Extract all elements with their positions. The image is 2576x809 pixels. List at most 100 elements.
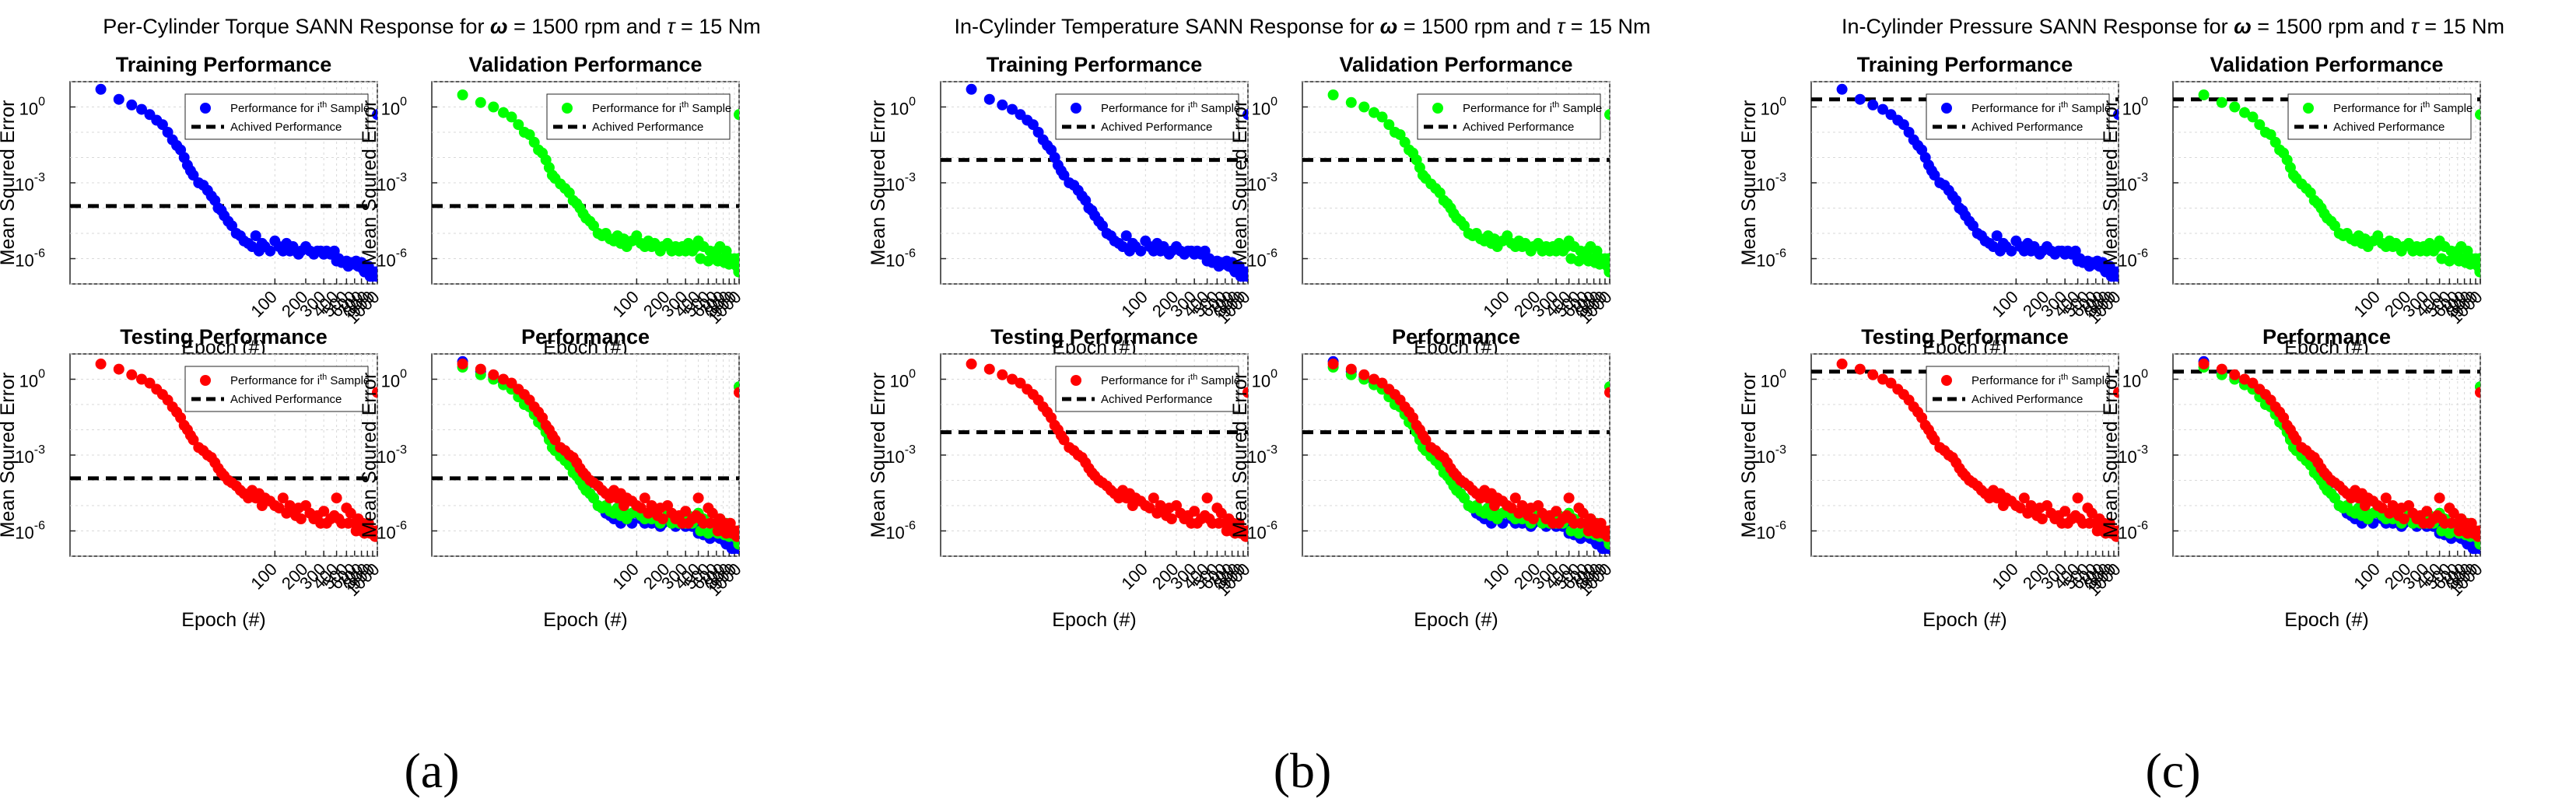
panel-b-title-omega-value: = 1500 rpm and	[1397, 15, 1557, 38]
panel-b-sub1-training-point	[997, 99, 1008, 110]
panel-c-sub3-testing-point	[2072, 492, 2084, 504]
panel-b-sub4-subplot-title: Performance	[1392, 325, 1520, 348]
panel-b-sub4-axes: 100200300400500600700800900100010010-310…	[1229, 325, 1616, 631]
panel-a-sub2-validation-point	[506, 111, 517, 123]
panel-a-sub4-testing-point	[498, 373, 509, 385]
panel-a-sub3-y-axis-label: Mean Squred Error	[0, 373, 19, 538]
panel-b-sub4-testing-point	[1358, 369, 1370, 380]
panel-a-sub1-xtick-label: 100	[247, 287, 281, 321]
panel-b-sub4-testing-point	[1327, 358, 1339, 369]
panel-a-sub4-axes: 100200300400500600700800900100010010-310…	[359, 325, 745, 631]
panel-c-sub2-legend-achieved-label: Achived Performance	[2333, 121, 2445, 134]
panel-b-sub4-y-axis-label: Mean Squred Error	[1229, 373, 1251, 538]
panel-c-sub4-y-axis-label: Mean Squred Error	[2100, 373, 2122, 538]
panel-b-sub1-legend-achieved-label: Achived Performance	[1101, 121, 1212, 134]
panel-c-sub4-testing-point	[2216, 363, 2227, 375]
panel-a-sub3-legend-box	[184, 366, 369, 412]
panel-a-sub4-testing-point	[680, 506, 692, 517]
panel-b-sub3-x-axis-label: Epoch (#)	[1052, 609, 1136, 631]
panel-b-sub2-validation-point	[1604, 109, 1610, 121]
panel-a-sub2-validation-point	[732, 253, 739, 264]
panel-b-sub3-subplot-title: Testing Performance	[990, 325, 1198, 348]
panel-a-sub1-legend-prefix: Performance for i	[230, 102, 320, 115]
panel-b-sub1-legend-sup: th	[1190, 100, 1197, 110]
panel-c-sub2-validation-point	[2474, 266, 2480, 278]
panel-c-sub3-ytick-exp: -3	[1775, 443, 1786, 457]
panel-a-sub3-axes: 100200300400500600700800900100010010-310…	[0, 325, 384, 631]
panel-c-sub3-testing-point	[2112, 529, 2119, 541]
panel-b-sub3-ytick-base: 10	[890, 372, 909, 391]
panel-a-sub4-testing-point	[733, 529, 739, 541]
panel-b-sub3-ytick-exp: -3	[905, 443, 916, 457]
panel-a-sub3-legend-suffix: Sample	[327, 374, 370, 387]
panel-c-sub3-testing-point	[2036, 513, 2048, 524]
panel-a-sub1-legend-sample-label: Performance for ith Sample	[230, 100, 370, 115]
panel-b-sub4-testing-point	[1563, 492, 1575, 504]
panel-b-sub1-training-point	[1120, 230, 1132, 242]
panel-c-title-omega-value: = 1500 rpm and	[2252, 15, 2411, 38]
panel-c-sub2-validation-point	[2198, 89, 2210, 100]
panel-a-sub3-subplot-title: Testing Performance	[120, 325, 328, 348]
panel-c-title-prefix: In-Cylinder Pressure SANN Response for	[1842, 15, 2234, 38]
panel-a-sub1-training-point	[136, 103, 147, 115]
panel-a-sub3-testing-point	[331, 492, 342, 504]
panel-b-sub1-axes: 100200300400500600700800900100010010-310…	[867, 53, 1254, 359]
panel-a-sub1-training-point	[113, 93, 124, 105]
panel-c-sub3-legend-suffix: Sample	[2068, 374, 2111, 387]
panel-b-sub3-xtick-label: 100	[1117, 559, 1151, 594]
panel-c-sub1-training-point	[1991, 230, 2003, 242]
panel-c-sub2-validation-point	[2475, 109, 2480, 121]
panel-c-sub2-validation-point	[2216, 96, 2227, 108]
panel-a-sub3-legend-sup: th	[320, 373, 327, 382]
panel-a-sub2-ytick-exp: -6	[396, 247, 407, 261]
panel-c-sub1-ytick-label: 10-6	[1756, 247, 1786, 271]
panel-c-sub2-y-axis-label: Mean Squred Error	[2100, 100, 2122, 266]
panel-c-sub2-subplot-title: Validation Performance	[2210, 53, 2443, 76]
panel-c-sub4-ytick-base: 10	[2122, 372, 2141, 391]
panel-b-sub3-ytick-exp: 0	[909, 368, 916, 381]
panel-b-sub2-xtick-label: 100	[1479, 287, 1513, 321]
panel-a-sub4-ytick-label: 10-6	[377, 520, 407, 543]
panel-a-sub4-testing-point	[475, 363, 486, 375]
panel-b-sub4-ytick-label: 100	[1252, 368, 1277, 391]
panel-a-sub2-legend-sup: th	[682, 100, 689, 110]
panel-a-sub2-legend-suffix: Sample	[689, 102, 731, 115]
panel-b-title-tau-value: = 15 Nm	[1565, 15, 1650, 38]
panel-c-sub1-legend-prefix: Performance for i	[1971, 102, 2061, 115]
panel-c-sub4-testing-point	[2448, 507, 2459, 519]
panel-b-sub4-ytick-base: 10	[1252, 372, 1270, 391]
panel-b-sub3-testing-point	[1242, 387, 1248, 398]
panel-b-sub2-axes: 100200300400500600700800900100010010-310…	[1229, 53, 1616, 359]
panel-c-sub1-ytick-exp: -3	[1775, 171, 1786, 184]
panel-c-sub1-legend-suffix: Sample	[2068, 102, 2111, 115]
panel-b-sub2-ytick-label: 10-6	[1247, 247, 1277, 271]
panel-c-sub3-legend-box	[1926, 366, 2110, 412]
panel-c-sub4-testing-point	[2290, 434, 2302, 446]
panel-c-sub1-subplot-title: Training Performance	[1857, 53, 2073, 76]
panel-b-sub1-subplot-title: Training Performance	[987, 53, 1203, 76]
panel-b-sub4-ytick-exp: -6	[1267, 520, 1277, 533]
panel-c-title-tau: τ	[2411, 15, 2420, 38]
panel-c-sub2-legend-prefix: Performance for i	[2333, 102, 2423, 115]
panel-c-sub2-ytick-base: 10	[2118, 175, 2136, 194]
panel-a-sub1-ytick-label: 10-6	[15, 247, 45, 271]
panel-c-sub1-axes: 100200300400500600700800900100010010-310…	[1738, 53, 2125, 359]
panel-c-sub2-ytick-exp: -6	[2137, 247, 2148, 261]
panel-b-sub2-validation-point	[1358, 101, 1370, 113]
panel-c-sub2-xtick-label: 100	[2350, 287, 2384, 321]
panel-b-sub2-ytick-base: 10	[1252, 100, 1270, 119]
panel-b-sub4-testing-point	[1604, 387, 1610, 398]
panel-b-sub2-legend-marker	[1432, 103, 1443, 114]
panel-a-sub4-subplot-title: Performance	[521, 325, 650, 348]
panel-a-sub2-validation-point	[475, 96, 486, 108]
panel-c-sub3-ytick-label: 100	[1761, 368, 1786, 391]
panel-b-sub2-legend-suffix: Sample	[1559, 102, 1602, 115]
panel-c-sub4-ytick-base: 10	[2118, 447, 2136, 467]
panel-a-sub4-testing-point	[549, 434, 561, 446]
panel-b-sub2-legend-achieved-label: Achived Performance	[1463, 121, 1574, 134]
panel-a-sub2-ytick-exp: 0	[400, 96, 407, 109]
panel-a-sub2-validation-point	[513, 119, 524, 131]
panel-a-sub4-ytick-label: 10-3	[377, 443, 407, 467]
panel-b-sub3-testing-point	[997, 369, 1008, 380]
panel-b-sub2-validation-point	[1327, 89, 1339, 100]
